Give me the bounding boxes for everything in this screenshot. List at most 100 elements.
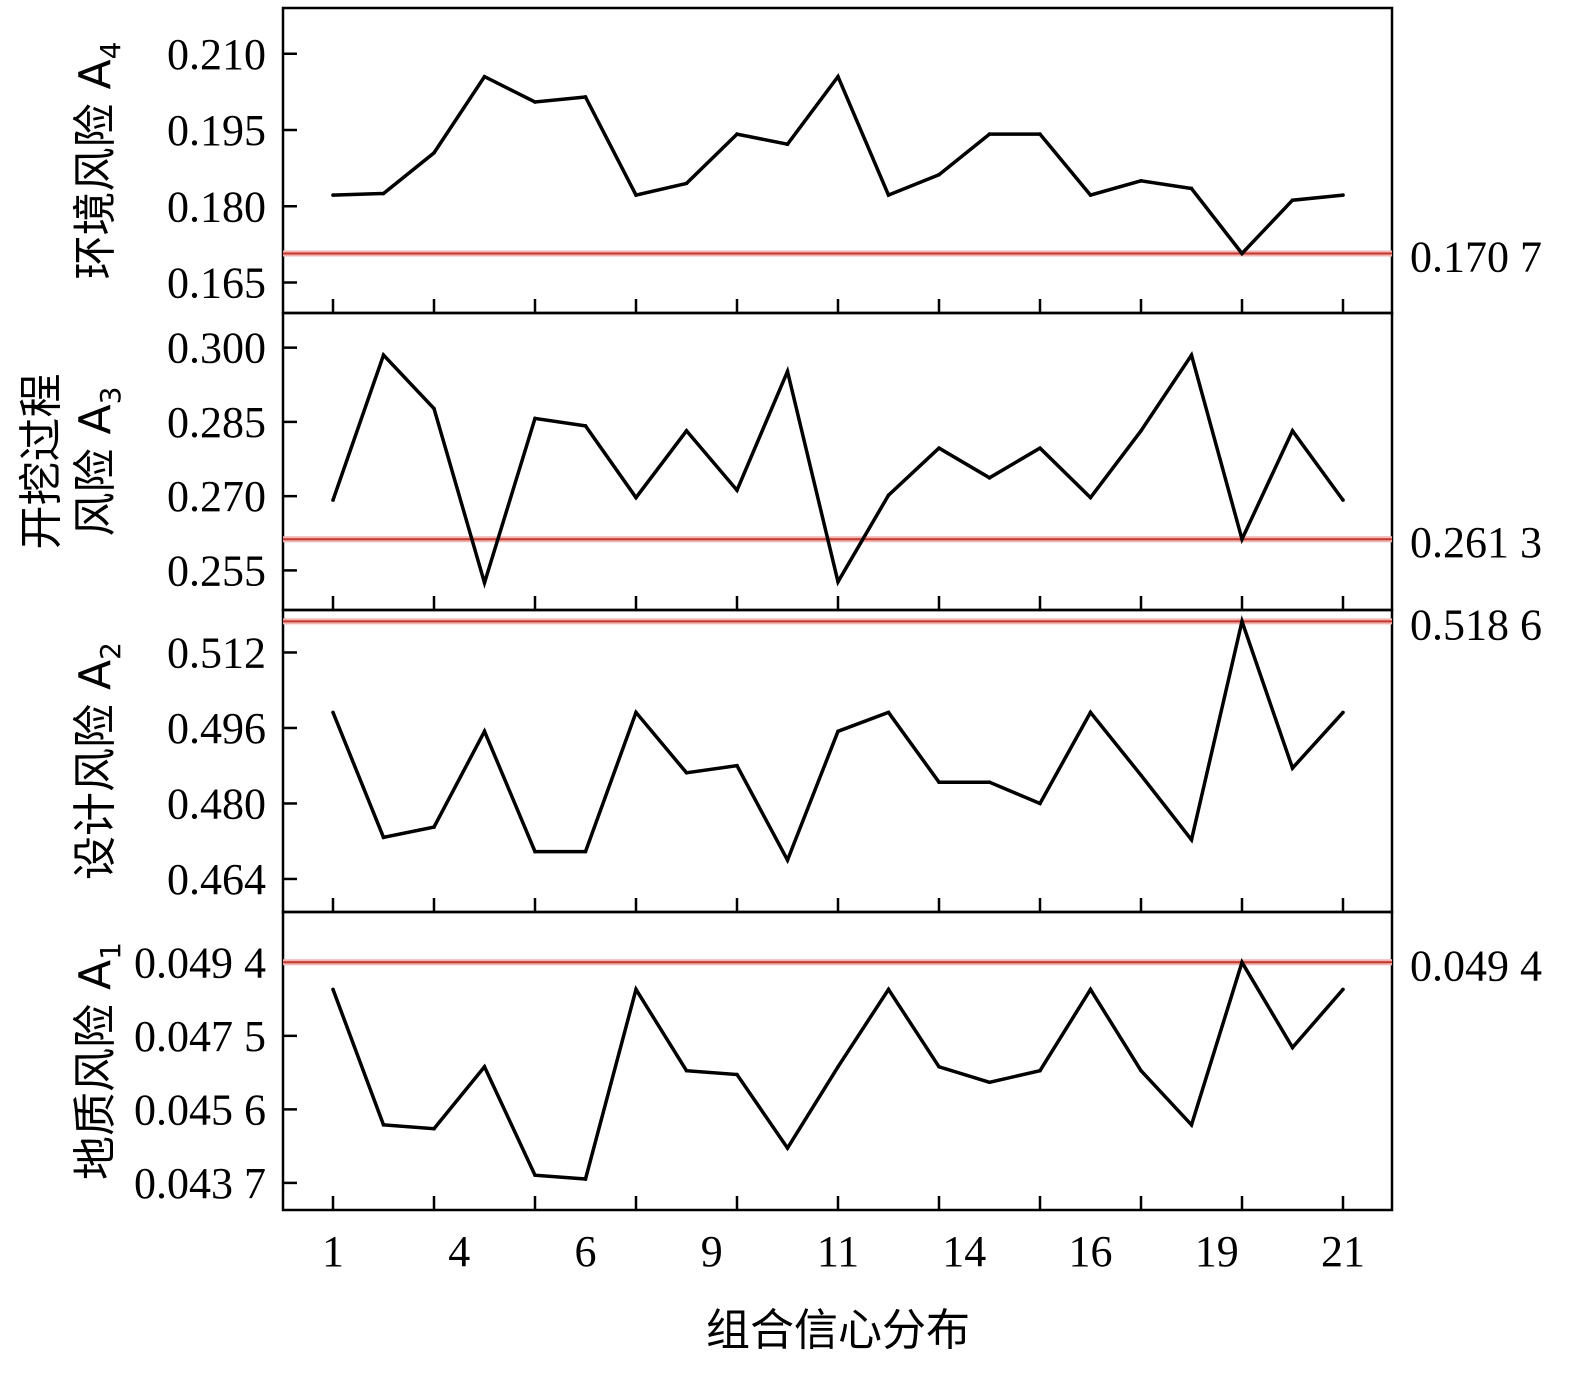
y-axis-label-subscript: 2 <box>94 642 127 660</box>
data-point <box>1038 446 1042 450</box>
data-point <box>684 770 689 775</box>
y-tick-label: 0.464 <box>167 855 266 904</box>
data-point <box>886 193 891 197</box>
data-point <box>735 1072 739 1077</box>
data-point <box>886 987 891 992</box>
data-point <box>735 132 739 136</box>
reference-value-label: 0.170 7 <box>1410 233 1542 282</box>
data-point <box>684 181 689 186</box>
data-point <box>684 1068 689 1073</box>
data-point <box>684 429 689 433</box>
data-point <box>634 193 638 197</box>
y-axis-label-main: 风险 A <box>70 404 121 536</box>
data-point <box>1341 498 1345 502</box>
data-point <box>735 488 739 493</box>
y-axis-label-subscript: 1 <box>94 942 127 960</box>
y-axis-label-subscript: 3 <box>94 387 127 405</box>
y-axis-label: 地质风险 A1 <box>70 942 127 1180</box>
x-tick-label: 21 <box>1321 1227 1365 1276</box>
data-point <box>583 1177 588 1181</box>
data-point <box>937 446 941 450</box>
data-point <box>937 780 941 785</box>
y-axis-label: 环境风险 A4 <box>70 42 127 280</box>
data-point <box>1038 801 1042 806</box>
data-point <box>785 1146 790 1150</box>
data-point <box>1341 193 1345 197</box>
data-point <box>482 729 487 734</box>
data-point <box>1290 198 1295 202</box>
data-point <box>1240 960 1244 965</box>
data-point <box>1341 710 1345 715</box>
data-point <box>381 835 386 840</box>
y-axis-label-main: 地质风险 A <box>70 960 121 1180</box>
panel-3: 0.512 0.496 0.480 0.464 0.518 6 设计风险 A2 <box>70 600 1542 914</box>
series-line <box>331 958 1345 1181</box>
data-point <box>836 74 840 79</box>
data-point <box>836 1065 840 1069</box>
data-point <box>937 1065 941 1069</box>
data-point <box>432 406 436 411</box>
data-point <box>1189 1123 1194 1127</box>
panel-frame <box>281 6 1394 315</box>
data-point <box>1240 251 1244 256</box>
panel-2: 0.300 0.285 0.270 0.255 0.261 3 开挖过程 风险 A3 <box>16 311 1542 612</box>
data-point <box>987 1080 992 1085</box>
data-point <box>432 1126 436 1131</box>
data-point <box>583 424 588 428</box>
data-point <box>533 100 537 104</box>
data-point <box>1189 838 1194 842</box>
reference-value-label: 0.518 6 <box>1410 600 1542 649</box>
data-point <box>886 710 891 715</box>
data-point <box>1038 132 1042 136</box>
data-point <box>735 763 739 768</box>
data-point <box>1088 495 1093 500</box>
panel-4: 0.049 40.047 50.045 60.043 70.049 4地质风险 … <box>70 910 1542 1212</box>
series-line <box>331 614 1345 865</box>
y-tick-label: 0.512 <box>167 628 266 677</box>
series-line <box>332 73 1344 257</box>
y-tick-label: 0.180 <box>167 182 266 231</box>
y-tick-label: 0.049 4 <box>134 938 266 987</box>
data-point <box>331 498 335 502</box>
data-point <box>432 151 436 155</box>
data-point <box>1139 179 1143 183</box>
data-point <box>482 580 487 585</box>
data-point <box>987 476 992 480</box>
data-point <box>331 987 335 992</box>
data-point <box>482 74 487 79</box>
x-tick-label: 9 <box>701 1227 723 1276</box>
data-point <box>1189 353 1194 357</box>
data-point <box>381 191 386 196</box>
data-point <box>533 416 537 421</box>
y-tick-label: 0.045 6 <box>134 1085 266 1134</box>
y-tick-label: 0.270 <box>167 472 266 521</box>
y-tick-label: 0.496 <box>167 704 266 753</box>
data-point <box>785 369 790 374</box>
data-point <box>533 849 537 854</box>
data-point <box>1139 429 1143 433</box>
data-point <box>987 132 992 136</box>
x-tick-label: 4 <box>448 1227 470 1276</box>
data-point <box>987 780 992 785</box>
data-point <box>381 1123 386 1127</box>
panel-1: 0.210 0.195 0.180 0.165 0.170 7 环境风险 A4 <box>70 6 1542 315</box>
x-axis-label: 组合信心分布 <box>706 1305 970 1356</box>
series-line <box>331 350 1345 589</box>
x-tick-label: 14 <box>942 1227 986 1276</box>
x-tick-label: 6 <box>575 1227 597 1276</box>
data-point <box>583 95 588 99</box>
y-tick-label: 0.300 <box>167 324 266 373</box>
y-axis-label-subscript: 4 <box>94 42 127 60</box>
data-point <box>785 142 790 147</box>
y-tick-label: 0.165 <box>167 259 266 308</box>
y-axis-label-main: 设计风险 A <box>70 660 121 880</box>
data-point <box>836 579 840 584</box>
data-point <box>381 353 386 357</box>
y-tick-label: 0.480 <box>167 779 266 828</box>
data-point <box>634 495 638 500</box>
panel-frame <box>281 910 1394 1212</box>
data-point <box>785 858 790 862</box>
reference-value-label: 0.049 4 <box>1410 941 1542 990</box>
data-point <box>1139 1068 1143 1073</box>
